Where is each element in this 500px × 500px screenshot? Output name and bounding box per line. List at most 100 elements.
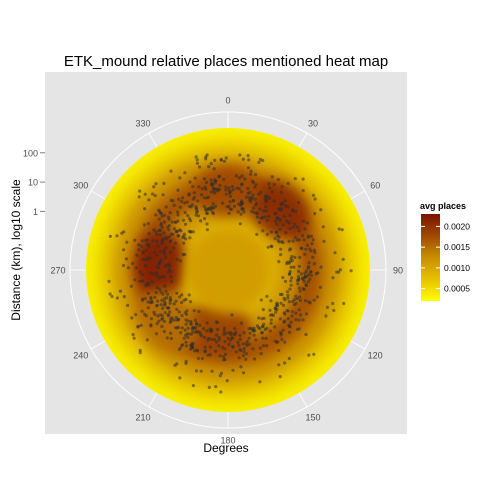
- data-point: [290, 310, 294, 314]
- data-point: [284, 231, 288, 235]
- data-point: [260, 317, 264, 321]
- data-point: [299, 272, 303, 276]
- data-point: [235, 186, 239, 190]
- data-point: [307, 353, 311, 357]
- data-point: [169, 250, 173, 254]
- data-point: [210, 181, 214, 185]
- data-point: [288, 213, 292, 217]
- data-point: [199, 219, 203, 223]
- data-point: [272, 199, 276, 203]
- data-point: [130, 316, 134, 320]
- data-point: [238, 153, 242, 157]
- data-point: [271, 313, 276, 318]
- data-point: [219, 371, 224, 375]
- data-point: [297, 229, 301, 233]
- data-point: [188, 300, 193, 304]
- data-point: [184, 312, 189, 316]
- data-point: [168, 211, 172, 215]
- data-point: [145, 243, 149, 247]
- data-point: [137, 248, 141, 252]
- data-point: [312, 262, 316, 266]
- data-point: [147, 198, 151, 202]
- data-point: [169, 336, 173, 341]
- data-point: [230, 185, 234, 189]
- data-point: [231, 368, 235, 372]
- data-point: [254, 338, 258, 342]
- data-point: [137, 195, 141, 199]
- data-point: [161, 193, 165, 197]
- data-point: [236, 210, 240, 214]
- data-point: [149, 271, 153, 275]
- data-point: [141, 251, 145, 255]
- data-point: [160, 314, 164, 318]
- data-point: [253, 197, 257, 201]
- data-point: [176, 234, 180, 238]
- data-point: [194, 155, 198, 159]
- data-point: [279, 301, 283, 305]
- angle-tick-label: 30: [308, 118, 318, 128]
- data-point: [321, 225, 325, 229]
- data-point: [202, 335, 207, 339]
- legend-title: avg places: [420, 201, 466, 211]
- data-point: [282, 214, 286, 218]
- data-point: [232, 204, 237, 208]
- data-point: [214, 385, 218, 389]
- data-point: [199, 334, 204, 338]
- data-point: [306, 243, 310, 247]
- data-point: [162, 250, 166, 254]
- data-point: [126, 303, 130, 307]
- data-point: [175, 257, 179, 261]
- data-point: [261, 308, 265, 312]
- data-point: [205, 153, 209, 157]
- data-point: [209, 162, 213, 166]
- data-point: [169, 298, 173, 302]
- data-point: [290, 314, 294, 318]
- data-point: [203, 217, 207, 221]
- data-point: [248, 331, 252, 335]
- data-point: [184, 322, 188, 326]
- data-point: [309, 270, 313, 274]
- data-point: [184, 359, 188, 363]
- data-point: [288, 259, 292, 264]
- data-point: [227, 204, 231, 208]
- data-point: [219, 390, 223, 394]
- data-point: [157, 217, 161, 221]
- angle-tick-label: 240: [73, 351, 88, 361]
- data-point: [337, 227, 341, 231]
- data-point: [312, 352, 316, 356]
- data-point: [160, 225, 164, 229]
- data-point: [247, 158, 251, 162]
- data-point: [178, 176, 182, 180]
- data-point: [172, 302, 176, 306]
- data-point: [291, 208, 295, 212]
- data-point: [214, 187, 218, 191]
- data-point: [196, 356, 200, 360]
- data-point: [273, 236, 277, 241]
- data-point: [293, 222, 297, 226]
- data-point: [190, 203, 195, 207]
- data-point: [156, 244, 160, 248]
- data-point: [151, 239, 155, 243]
- data-point: [217, 338, 221, 342]
- data-point: [139, 323, 143, 328]
- data-point: [261, 336, 265, 340]
- data-point: [273, 212, 277, 216]
- data-point: [315, 295, 319, 299]
- data-point: [280, 292, 284, 297]
- data-point: [258, 327, 262, 331]
- data-point: [306, 235, 310, 239]
- data-point: [313, 197, 317, 201]
- data-point: [244, 342, 248, 346]
- data-point: [174, 220, 178, 224]
- data-point: [340, 228, 344, 232]
- data-point: [307, 300, 311, 304]
- heat-layer: [86, 128, 370, 412]
- data-point: [160, 324, 164, 329]
- data-point: [274, 219, 278, 223]
- data-point: [265, 232, 269, 236]
- data-point: [167, 314, 171, 318]
- data-point: [167, 228, 171, 232]
- data-point: [155, 322, 159, 326]
- data-point: [155, 253, 159, 257]
- data-point: [277, 363, 281, 367]
